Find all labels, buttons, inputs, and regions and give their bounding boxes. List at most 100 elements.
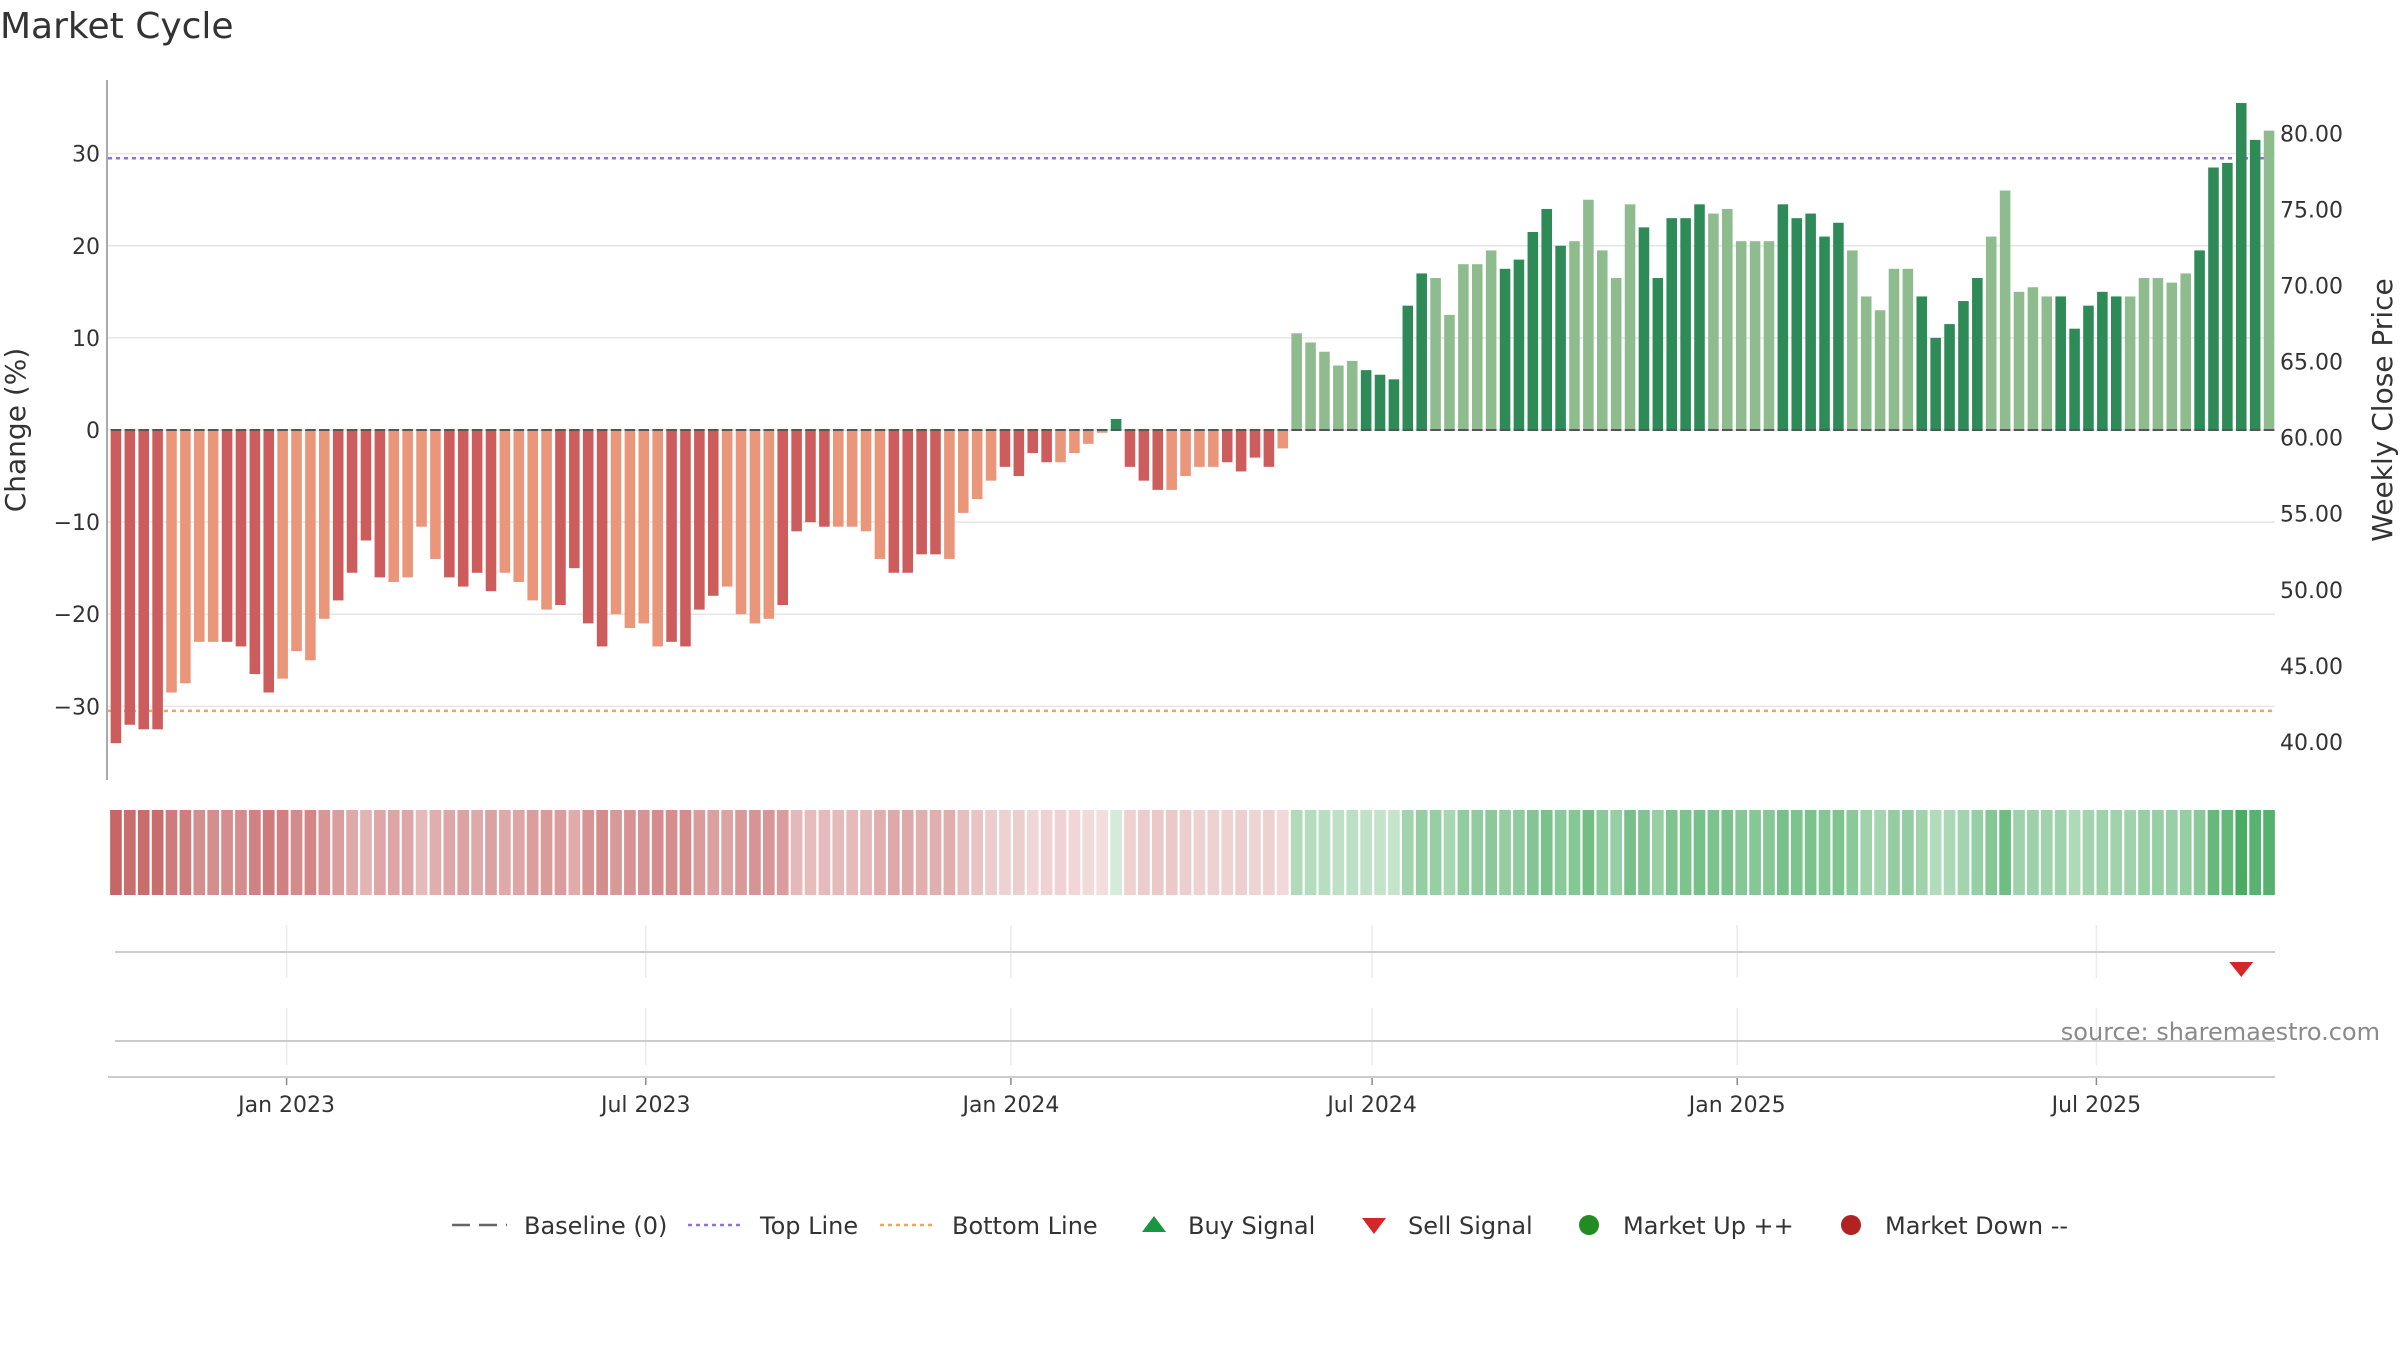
- heat-cell: [1276, 810, 1289, 895]
- bar: [1985, 236, 1997, 430]
- heat-cell: [1707, 810, 1720, 895]
- heat-cell: [721, 810, 733, 895]
- grid-layer: [108, 152, 2275, 708]
- heat-cell: [901, 810, 914, 895]
- x-tick-label: Jan 2023: [236, 1093, 335, 1118]
- legend-label: Sell Signal: [1408, 1212, 1533, 1240]
- x-tick-label: Jul 2023: [599, 1093, 691, 1118]
- bar: [499, 430, 511, 573]
- y-axis-right: 80.00 75.00 70.00 65.00 60.00 55.00 50.00 45.00…: [2280, 122, 2343, 756]
- y2-tick-label: 50.00: [2280, 579, 2343, 604]
- heat-cell: [1999, 810, 2011, 895]
- bar: [485, 430, 497, 592]
- bar: [1235, 430, 1247, 472]
- bar: [2166, 282, 2178, 430]
- bar: [207, 430, 219, 642]
- bar: [958, 430, 969, 513]
- heat-cell: [1263, 810, 1275, 895]
- bar: [1930, 337, 1941, 430]
- bar: [277, 430, 288, 679]
- bar: [2222, 162, 2233, 431]
- legend-symbol: [1579, 1215, 1599, 1235]
- bar: [1319, 351, 1330, 430]
- heat-cell: [2013, 810, 2025, 895]
- y2-tick-label: 60.00: [2280, 427, 2343, 452]
- bar: [1513, 259, 1525, 430]
- heat-cell: [374, 810, 386, 895]
- legend-item: Market Up ++: [1579, 1212, 1794, 1240]
- legend-symbol: [1362, 1218, 1386, 1234]
- heat-cell: [1513, 810, 1525, 895]
- legend-label: Buy Signal: [1188, 1212, 1315, 1240]
- heat-cell: [193, 810, 206, 895]
- bar: [2055, 296, 2066, 430]
- heat-cell: [1777, 810, 1789, 895]
- bars-layer: [110, 103, 2275, 744]
- bar: [1874, 310, 1886, 430]
- bar: [1471, 264, 1483, 430]
- bar: [2152, 278, 2164, 430]
- heat-cell: [1596, 810, 1609, 895]
- heat-cell: [2054, 810, 2067, 895]
- heat-cell: [1540, 810, 1553, 895]
- bar: [860, 430, 872, 532]
- heat-cell: [1526, 810, 1539, 895]
- bar: [1666, 218, 1678, 430]
- y-tick-label: −10: [54, 511, 100, 536]
- bar: [916, 430, 927, 555]
- heat-cell: [1818, 810, 1831, 895]
- heat-cell: [1735, 810, 1748, 895]
- bar: [291, 430, 302, 652]
- legend-label: Baseline (0): [524, 1212, 667, 1240]
- bar: [1346, 360, 1358, 430]
- legend-label: Top Line: [759, 1212, 858, 1240]
- bar: [1972, 278, 1983, 430]
- bar: [1527, 231, 1539, 430]
- heat-cell: [999, 810, 1011, 895]
- heat-cell: [888, 810, 900, 895]
- y-tick-label: −30: [54, 695, 100, 720]
- bar: [2013, 291, 2025, 430]
- heat-cell: [2165, 810, 2178, 895]
- heat-cell: [457, 810, 470, 895]
- heat-cell: [832, 810, 845, 895]
- bar: [388, 430, 400, 582]
- bar: [305, 430, 316, 661]
- bar: [2110, 296, 2122, 430]
- heat-cell: [2249, 810, 2261, 895]
- heat-cell: [1693, 810, 1706, 895]
- bar: [1722, 208, 1733, 430]
- bar: [1263, 430, 1275, 467]
- heat-cell: [1610, 810, 1623, 895]
- heat-cell: [1943, 810, 1956, 895]
- heat-cell: [1429, 810, 1442, 895]
- bar: [2041, 296, 2053, 430]
- bar: [569, 430, 580, 569]
- heat-cell: [1888, 810, 1900, 895]
- heat-cell: [1165, 810, 1178, 895]
- bar: [332, 430, 344, 601]
- bar: [1638, 227, 1650, 430]
- bar: [1124, 430, 1136, 467]
- heat-cell: [1929, 810, 1942, 895]
- legend-item: Sell Signal: [1362, 1212, 1533, 1240]
- heat-cell: [985, 810, 997, 895]
- heat-cell: [276, 810, 289, 895]
- x-axis: Jan 2023 Jul 2023 Jan 2024 Jul 2024 Jan 2025…: [108, 1076, 2275, 1118]
- heat-cell: [1388, 810, 1400, 895]
- bar: [624, 430, 636, 629]
- y-axis-left: 30 20 10 0 −10 −20 −30: [54, 80, 108, 780]
- bar: [846, 430, 858, 527]
- heat-cell: [1638, 810, 1650, 895]
- bar: [1152, 430, 1164, 490]
- bar: [457, 430, 469, 587]
- heat-cell: [1138, 810, 1150, 895]
- heat-cell: [1860, 810, 1873, 895]
- heat-cell: [499, 810, 511, 895]
- heat-cell: [679, 810, 692, 895]
- heat-cell: [2110, 810, 2123, 895]
- heat-cell: [1985, 810, 1998, 895]
- chart-title: Market Cycle: [0, 6, 234, 47]
- bar: [1596, 250, 1608, 430]
